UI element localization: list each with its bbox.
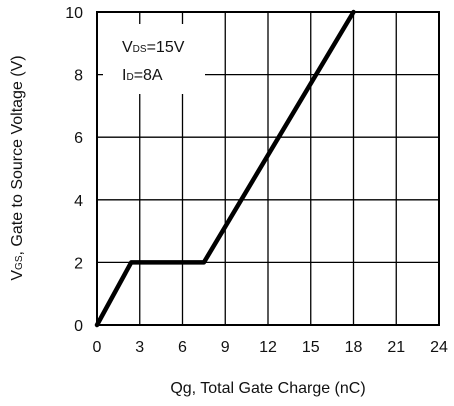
annotation-vds: VDS=15V: [122, 39, 185, 56]
x-tick-label: 0: [93, 339, 102, 356]
x-tick-label: 21: [387, 339, 405, 356]
y-tick-label: 2: [74, 255, 83, 272]
y-tick-label: 8: [74, 68, 83, 85]
y-axis-label: VGS, Gate to Source Voltage (V): [9, 55, 26, 280]
x-tick-label: 24: [430, 339, 448, 356]
y-tick-label: 4: [74, 193, 83, 210]
x-tick-label: 15: [302, 339, 320, 356]
y-tick-label: 10: [65, 5, 83, 22]
x-axis-label: Qg, Total Gate Charge (nC): [170, 380, 365, 397]
x-tick-label: 12: [259, 339, 277, 356]
y-tick-label: 0: [74, 318, 83, 335]
annotation-box: VDS=15V ID=8A: [103, 24, 205, 94]
annotation-id: ID=8A: [122, 67, 163, 84]
x-tick-label: 9: [221, 339, 230, 356]
y-tick-label: 6: [74, 130, 83, 147]
gate-charge-curve: [94, 9, 356, 328]
x-tick-label: 3: [135, 339, 144, 356]
x-tick-labels: 0 3 6 9 12 15 18 21 24: [93, 339, 448, 356]
plot-frame: [96, 11, 440, 326]
y-tick-labels: 0 2 4 6 8 10: [65, 5, 83, 335]
x-tick-label: 18: [345, 339, 363, 356]
x-tick-label: 6: [178, 339, 187, 356]
annotation-background: [103, 24, 205, 94]
